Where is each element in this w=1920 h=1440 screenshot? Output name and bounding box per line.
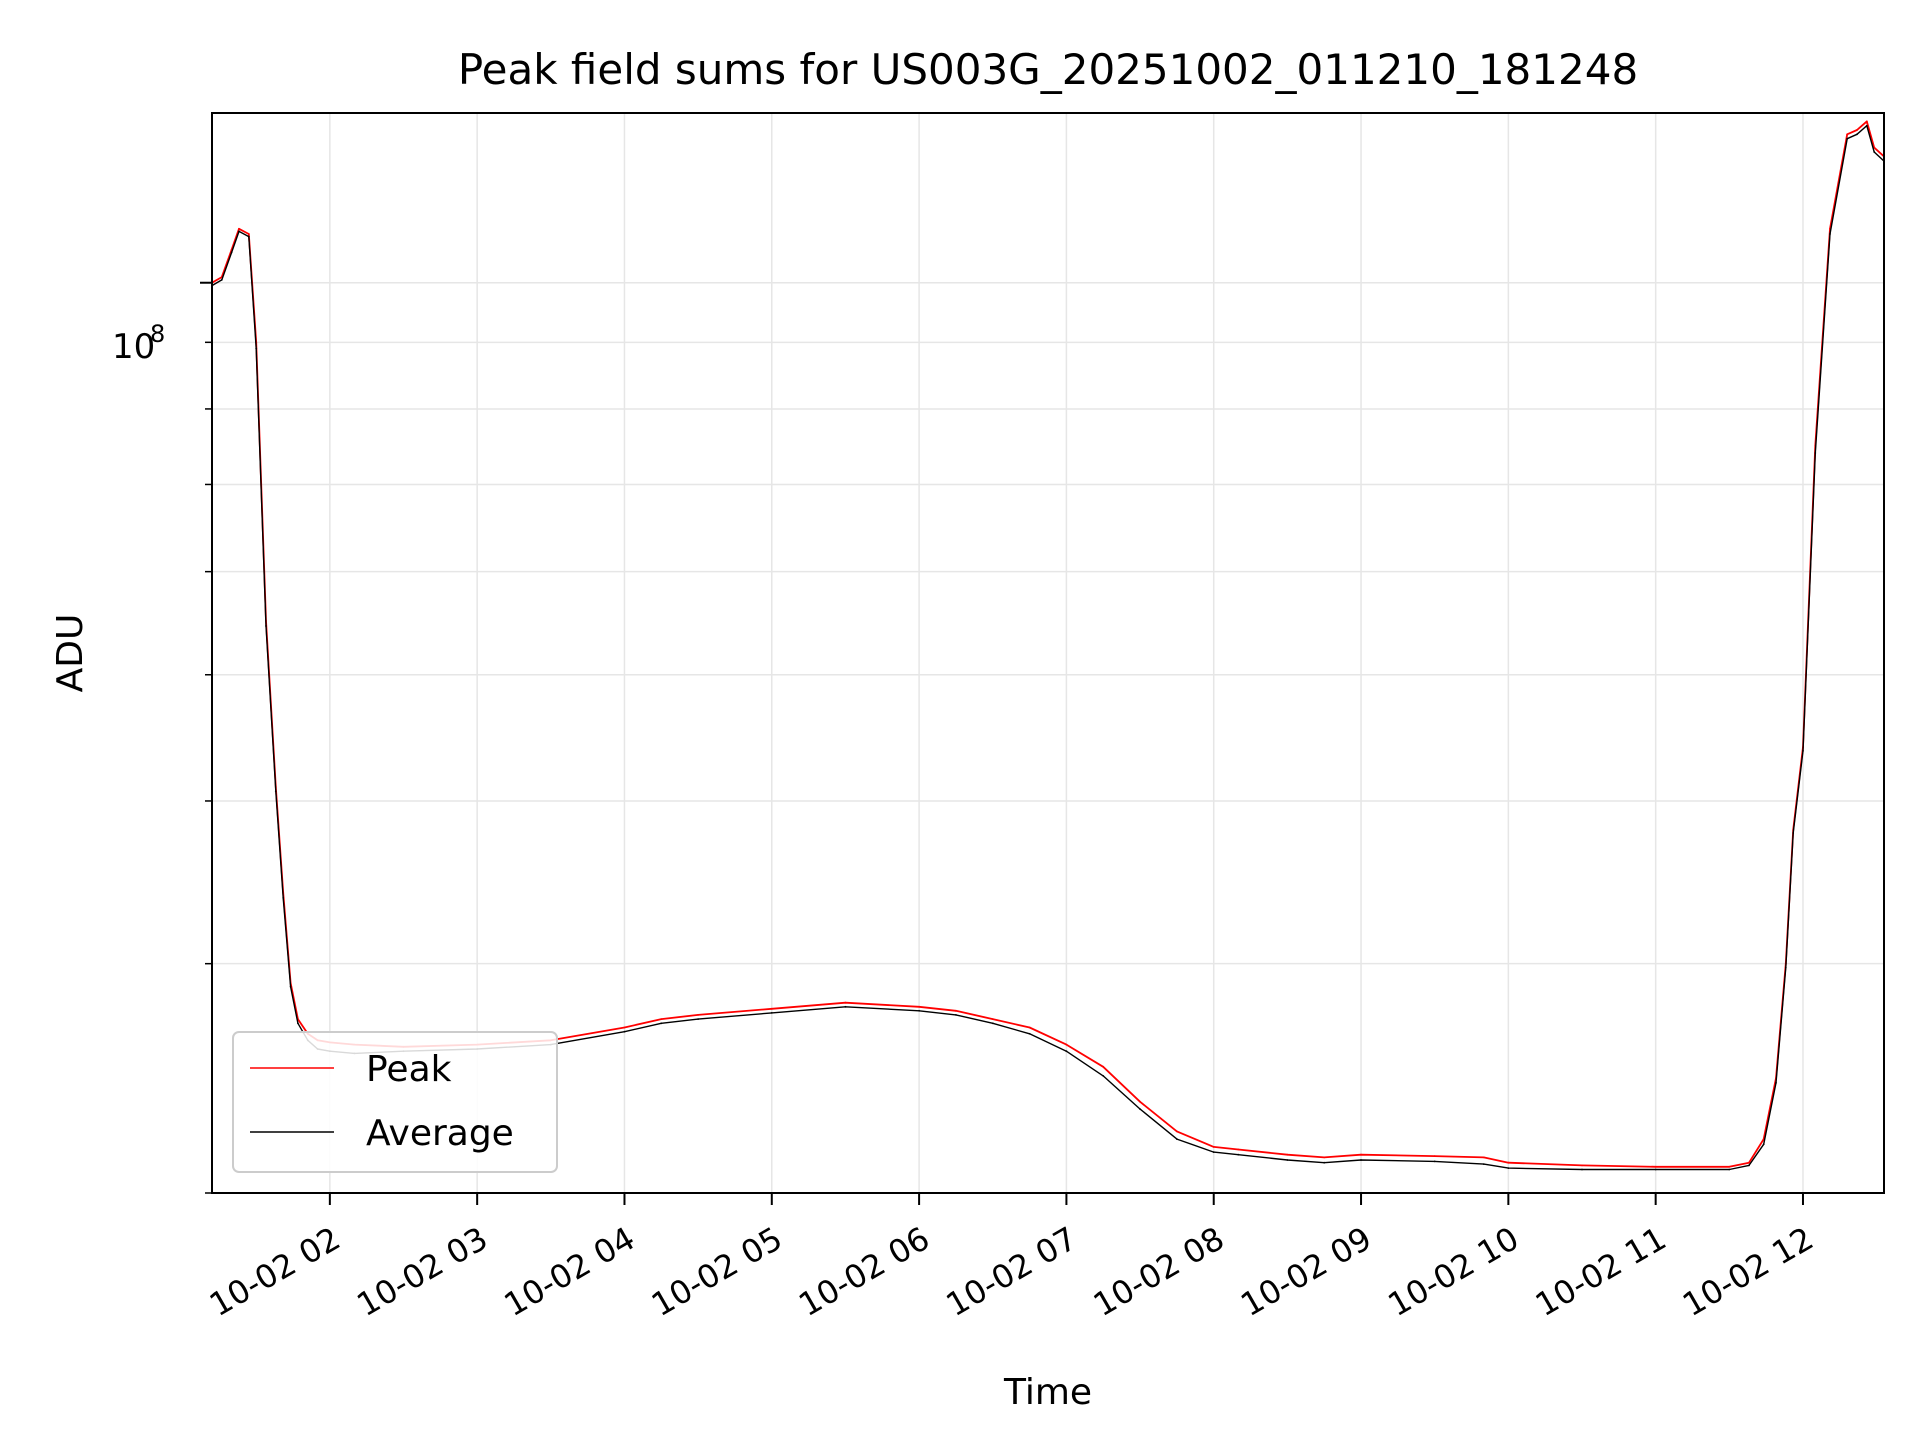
data-point-average <box>1865 124 1868 127</box>
data-point-peak <box>1237 1148 1240 1151</box>
data-point-peak <box>1865 120 1868 123</box>
data-point-average <box>1728 1168 1731 1171</box>
data-point-average <box>1784 966 1787 969</box>
data-point-average <box>247 235 250 238</box>
data-point-peak <box>1028 1026 1031 1029</box>
data-point-peak <box>1846 133 1849 136</box>
y-tick-exponent: 8 <box>150 320 165 348</box>
legend-box <box>232 1031 558 1173</box>
data-point-average <box>1654 1168 1657 1171</box>
data-point-average <box>1507 1167 1510 1169</box>
data-point-peak <box>955 1009 957 1012</box>
data-point-average <box>1433 1160 1436 1163</box>
data-point-peak <box>1748 1161 1750 1164</box>
data-point-average <box>1814 452 1817 454</box>
data-point-average <box>1237 1153 1240 1156</box>
data-point-peak <box>1482 1156 1485 1159</box>
data-point-average <box>991 1022 994 1025</box>
data-point-peak <box>247 233 250 235</box>
data-point-peak <box>770 1007 773 1010</box>
y-axis-label: ADU <box>50 614 91 693</box>
data-point-average <box>1792 832 1795 834</box>
data-point-average <box>697 1018 699 1020</box>
data-point-peak <box>1856 129 1858 131</box>
data-point-average <box>1286 1159 1289 1161</box>
data-point-average <box>1856 133 1858 136</box>
y-tick-label: 10 8 <box>112 320 165 367</box>
data-point-average <box>1748 1164 1750 1167</box>
data-point-peak <box>1728 1165 1731 1168</box>
data-point-average <box>238 230 240 233</box>
data-point-average <box>1482 1163 1485 1165</box>
data-point-average <box>282 897 285 899</box>
data-point-average <box>1846 137 1849 140</box>
data-point-peak <box>1433 1155 1436 1157</box>
data-point-peak <box>1360 1153 1362 1156</box>
data-point-average <box>220 279 223 281</box>
data-point-average <box>1176 1138 1178 1140</box>
data-point-peak <box>238 227 240 230</box>
data-point-average <box>1873 151 1876 153</box>
data-point-average <box>1065 1050 1068 1053</box>
data-point-average <box>255 347 258 350</box>
data-point-average <box>844 1005 847 1008</box>
data-point-average <box>297 1022 299 1025</box>
data-point-peak <box>1654 1165 1657 1168</box>
x-axis-label: Time <box>1003 1372 1092 1413</box>
data-point-average <box>1762 1143 1765 1146</box>
data-point-peak <box>660 1018 663 1020</box>
data-point-average <box>1775 1082 1777 1084</box>
data-point-average <box>660 1022 663 1025</box>
data-point-peak <box>1212 1146 1215 1148</box>
data-point-average <box>265 625 267 627</box>
data-point-average <box>1360 1159 1362 1161</box>
data-point-peak <box>991 1018 994 1020</box>
data-point-average <box>955 1014 957 1016</box>
data-point-average <box>1581 1168 1583 1171</box>
data-point-average <box>1102 1075 1105 1077</box>
data-point-average <box>1802 750 1804 752</box>
data-point-peak <box>1139 1100 1141 1103</box>
data-point-peak <box>1065 1043 1068 1046</box>
data-point-peak <box>1581 1164 1583 1167</box>
data-point-peak <box>1286 1153 1289 1156</box>
data-point-average <box>1323 1161 1326 1164</box>
y-tick-base: 10 <box>112 327 155 367</box>
legend-label-average: Average <box>366 1113 514 1154</box>
legend-label-peak: Peak <box>366 1049 452 1090</box>
data-point-average <box>770 1012 773 1014</box>
data-point-peak <box>1507 1161 1510 1164</box>
data-point-peak <box>623 1026 626 1029</box>
data-point-average <box>230 251 233 254</box>
data-point-peak <box>918 1005 920 1008</box>
data-point-average <box>274 790 277 793</box>
legend: Peak Average <box>232 1031 558 1173</box>
data-point-average <box>1829 233 1831 235</box>
plot-frame <box>211 112 1885 1194</box>
data-point-average <box>1139 1108 1141 1110</box>
data-point-average <box>918 1009 920 1012</box>
data-point-peak <box>844 1001 847 1004</box>
data-point-average <box>1212 1151 1215 1153</box>
data-point-average <box>623 1030 626 1033</box>
data-point-peak <box>1102 1065 1105 1068</box>
data-point-peak <box>1176 1130 1178 1133</box>
data-point-peak <box>1323 1156 1326 1159</box>
data-point-average <box>289 985 292 988</box>
data-point-average <box>1028 1032 1031 1035</box>
chart-title: Peak field sums for US003G_20251002_0112… <box>458 45 1638 94</box>
data-point-peak <box>697 1014 699 1016</box>
